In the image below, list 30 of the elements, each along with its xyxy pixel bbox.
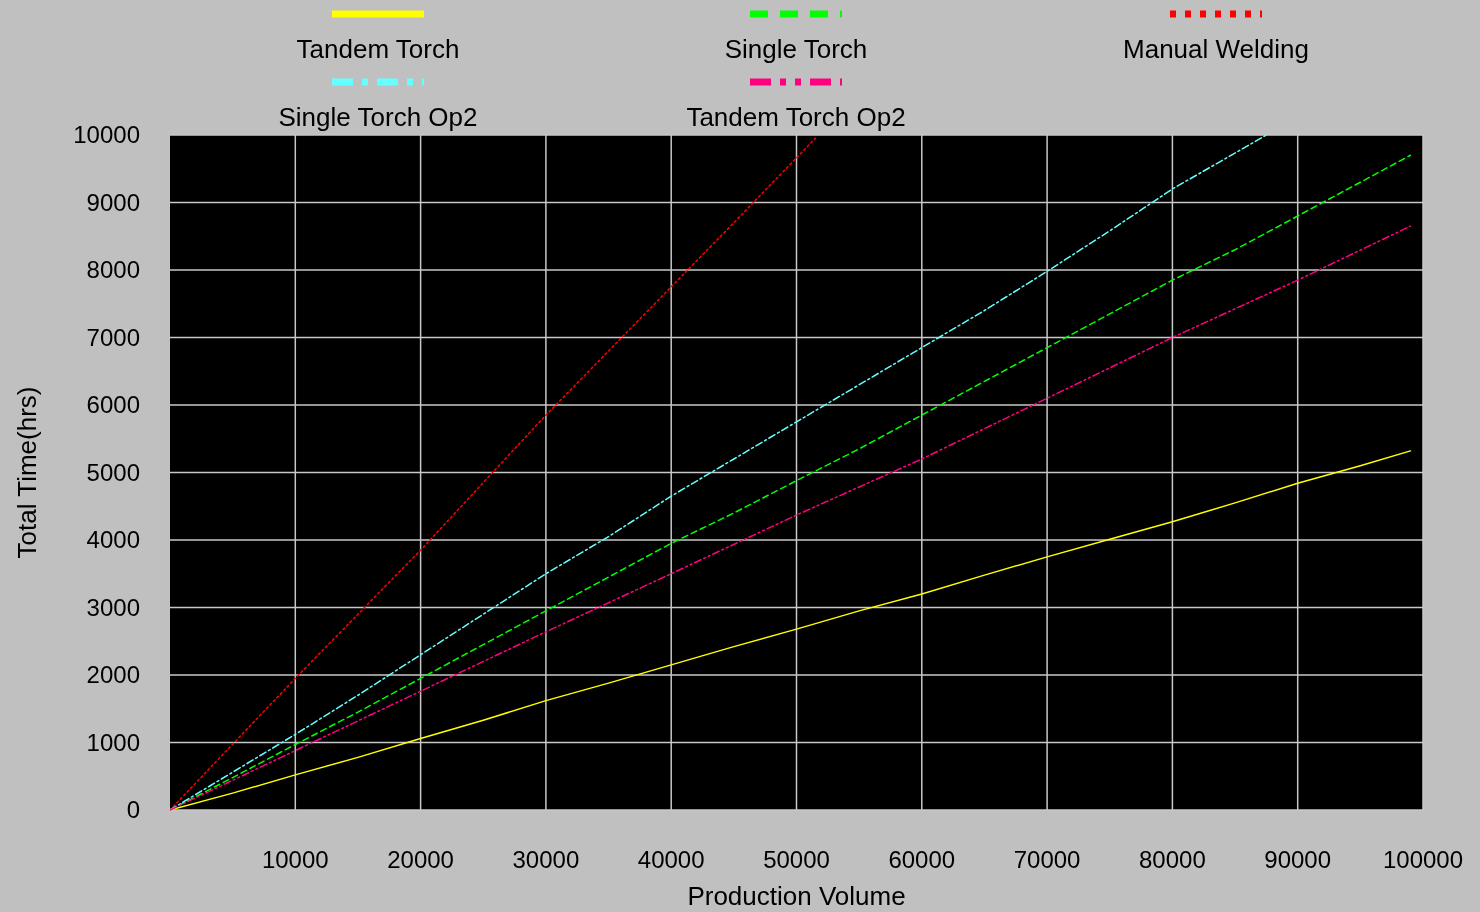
x-tick-label: 80000 [1139,846,1206,873]
x-tick-label: 60000 [888,846,956,873]
y-tick-label: 8000 [86,256,140,283]
x-tick-label: 50000 [763,846,830,873]
x-tick-label: 30000 [512,846,580,873]
y-tick-label: 4000 [86,526,140,553]
y-tick-label: 0 [126,796,140,823]
y-tick-label: 3000 [86,593,140,621]
y-tick-label: 9000 [86,188,140,216]
x-axis-title: Production Volume [687,881,906,911]
legend-label: Manual Welding [1123,34,1309,64]
legend-label: Single Torch Op2 [278,102,478,132]
y-tick-label: 10000 [73,121,140,148]
y-tick-label: 1000 [86,728,140,756]
x-tick-label: 90000 [1264,846,1332,873]
y-tick-label: 7000 [86,323,140,351]
legend-label: Tandem Torch [296,34,460,64]
x-tick-label: 70000 [1013,846,1081,873]
x-tick-label: 40000 [637,846,705,873]
legend-label: Tandem Torch Op2 [686,102,906,132]
line-series [170,450,1412,811]
y-tick-label: 5000 [86,458,140,486]
y-tick-label: 2000 [86,661,140,688]
x-tick-label: 20000 [387,846,454,873]
x-tick-label: 10000 [261,846,329,873]
y-axis-title: Total Time(hrs) [12,386,42,559]
y-tick-label: 6000 [86,391,140,418]
line-series [170,137,817,811]
legend-label: Single Torch [724,34,868,64]
x-tick-label: 100000 [1382,846,1464,873]
